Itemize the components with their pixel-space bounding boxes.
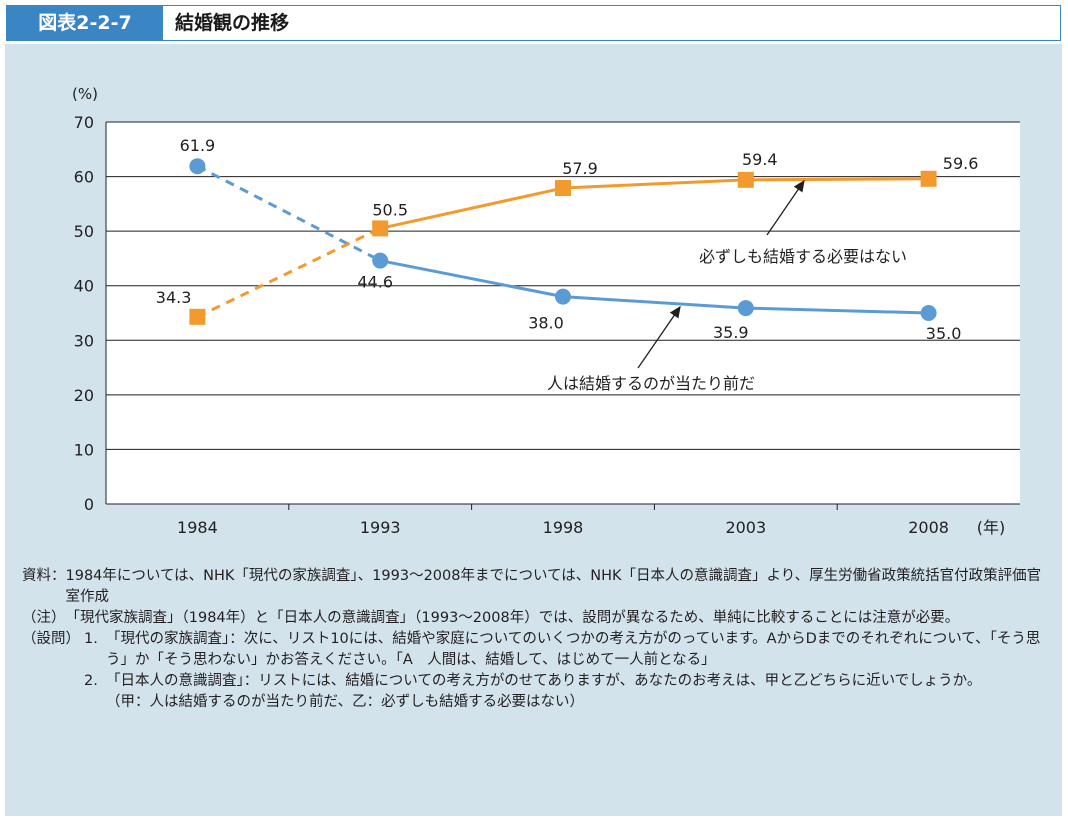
data-label: 44.6 (357, 273, 393, 292)
data-point (372, 220, 389, 237)
question-item: 2. 「日本人の意識調査」：リストには、結婚についての考え方がのせてありますが、… (84, 671, 1052, 692)
data-point (555, 180, 571, 197)
annotation-arrow (766, 179, 805, 236)
figure-title: 結婚観の推移 (175, 12, 290, 34)
x-tick-label: 2003 (725, 518, 766, 537)
question-detail: （甲：人は結婚するのが当たり前だ、乙：必ずしも結婚する必要はない） (106, 694, 585, 710)
question-label: （設問） (22, 631, 80, 647)
data-label: 38.0 (528, 314, 564, 333)
figure-header: 図表2-2-7 結婚観の推移 (6, 5, 1061, 41)
chart-panel: 0 10 20 30 40 50 60 70 1984 1993 1998 2003 2008 (%) (年… (5, 44, 1062, 816)
series-line-segment (745, 177, 929, 182)
question-text: 「現代の家族調査」：次に、リスト10には、結婚や家庭についてのいくつかの考え方が… (106, 631, 1041, 668)
data-point (189, 308, 206, 325)
y-tick-label: 20 (74, 386, 94, 405)
data-label: 35.9 (713, 323, 749, 342)
series-line-segment (745, 306, 929, 315)
x-tick-label: 1998 (543, 518, 584, 537)
question-text: 「日本人の意識調査」：リストには、結婚についての考え方がのせてありますが、あなた… (106, 673, 982, 689)
x-tick-label: 1984 (177, 518, 218, 537)
series-line-segment (562, 295, 746, 310)
annotation-text: 必ずしも結婚する必要はない (699, 247, 907, 266)
data-point (920, 305, 937, 321)
y-axis-unit: (%) (72, 85, 98, 103)
series-line-segment (196, 227, 381, 319)
x-tick-label: 1993 (360, 518, 401, 537)
question-note: （設問） (22, 629, 1052, 650)
annotation-arrow (637, 305, 681, 369)
source-label: 資料： (22, 568, 66, 584)
series-line-segment (562, 178, 746, 190)
data-label: 59.4 (742, 150, 778, 169)
data-label: 59.6 (943, 154, 979, 173)
chart-notes: 資料： 1984年については、NHK「現代の家族調査」、1993〜2008年まで… (22, 566, 1052, 713)
data-label: 50.5 (372, 200, 408, 219)
data-label: 57.9 (562, 159, 598, 178)
data-point (737, 171, 754, 188)
series-line-segment (196, 164, 381, 262)
x-axis-unit: (年) (977, 518, 1006, 537)
caution-note: （注） 「現代家族調査」（1984年）と「日本人の意識調査」（1993〜2008… (22, 608, 1052, 629)
data-point (555, 288, 571, 305)
series-line-segment (379, 259, 564, 299)
annotation-text: 人は結婚するのが当たり前だ (547, 374, 755, 393)
caution-label: （注） (22, 610, 66, 626)
data-label: 61.9 (180, 136, 216, 155)
data-point (372, 252, 389, 269)
line-chart: 0 10 20 30 40 50 60 70 1984 1993 1998 2003 2008 (%) (年… (72, 85, 1020, 537)
question-number: 2. (84, 673, 98, 689)
y-tick-label: 0 (84, 495, 94, 514)
question-number: 1. (84, 631, 98, 647)
figure-label: 図表2-2-7 (7, 6, 163, 40)
data-point (737, 300, 754, 317)
source-note: 資料： 1984年については、NHK「現代の家族調査」、1993〜2008年まで… (22, 566, 1052, 608)
x-tick-label: 2008 (908, 518, 949, 537)
source-text: 1984年については、NHK「現代の家族調査」、1993〜2008年までについて… (65, 568, 1042, 605)
y-tick-label: 60 (74, 168, 94, 187)
data-point (920, 170, 937, 187)
y-tick-label: 70 (74, 113, 94, 132)
caution-text: 「現代家族調査」（1984年）と「日本人の意識調査」（1993〜2008年）では… (65, 610, 960, 626)
y-tick-label: 40 (74, 277, 94, 296)
y-tick-label: 30 (74, 331, 94, 350)
question-item: 1. 「現代の家族調査」：次に、リスト10には、結婚や家庭についてのいくつかの考… (84, 629, 1052, 671)
data-label: 35.0 (926, 324, 962, 343)
data-label: 34.3 (156, 288, 192, 307)
y-tick-label: 10 (74, 440, 94, 459)
question-detail-row: （甲：人は結婚するのが当たり前だ、乙：必ずしも結婚する必要はない） (84, 692, 1052, 713)
series-line-segment (379, 186, 564, 230)
y-tick-label: 50 (74, 222, 94, 241)
data-point (189, 158, 206, 175)
